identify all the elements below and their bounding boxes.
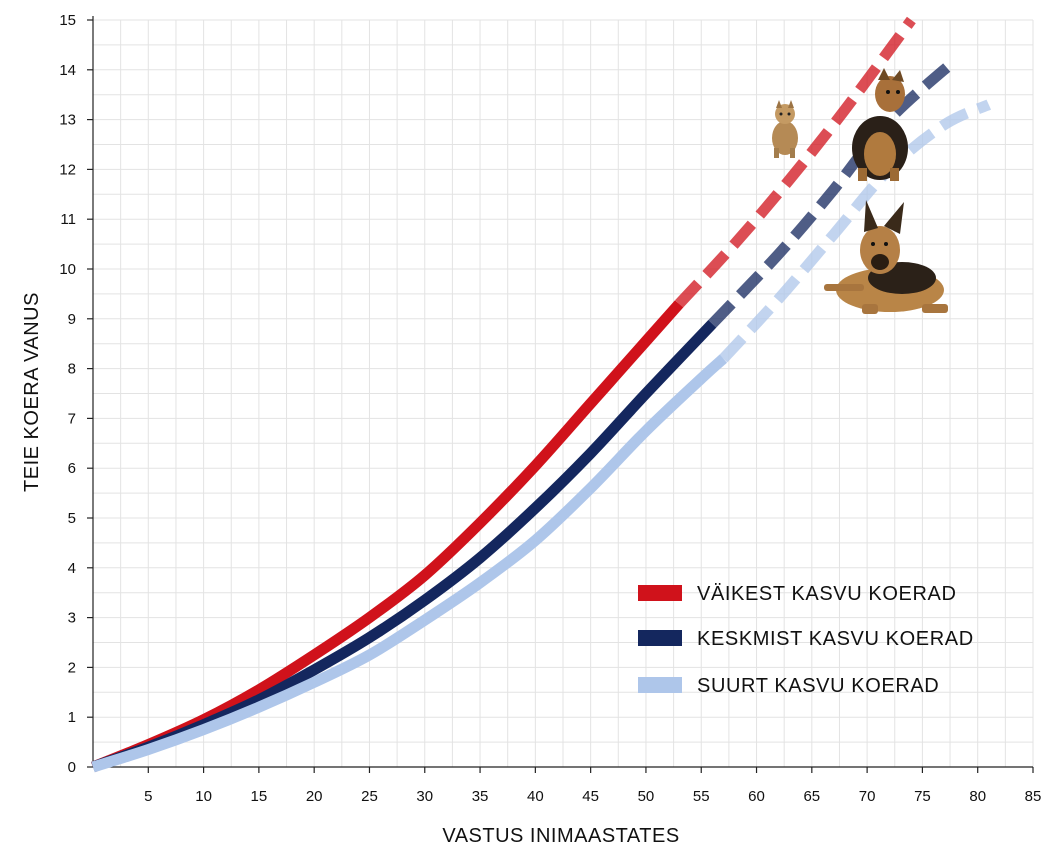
legend-label-medium: KESKMIST KASVU KOERAD: [697, 628, 974, 650]
legend-label-large: SUURT KASVU KOERAD: [697, 675, 939, 697]
legend-swatch-medium: [638, 630, 682, 646]
legend: VÄIKEST KASVU KOERAD KESKMIST KASVU KOER…: [638, 583, 974, 697]
x-tick-label: 40: [527, 788, 544, 805]
y-tick-label: 1: [68, 709, 76, 726]
series-line-dashed-medium: [708, 55, 960, 328]
y-tick-label: 12: [59, 161, 76, 178]
series-line-dashed-small: [675, 16, 916, 308]
x-tick-label: 60: [748, 788, 765, 805]
series-medium: [91, 55, 960, 773]
legend-label-small: VÄIKEST KASVU KOERAD: [697, 583, 957, 605]
x-tick-label: 80: [969, 788, 986, 805]
y-axis-title: TEIE KOERA VANUS: [21, 292, 43, 492]
y-tick-label: 14: [59, 62, 76, 79]
series-line-solid-large: [91, 354, 728, 773]
x-tick-label: 75: [914, 788, 931, 805]
x-tick-label: 30: [416, 788, 433, 805]
x-tick-label: 5: [144, 788, 152, 805]
y-tick-label: 6: [68, 460, 76, 477]
axes: [87, 16, 1034, 773]
x-tick-label: 70: [859, 788, 876, 805]
y-tick-label: 2: [68, 659, 76, 676]
x-tick-label: 65: [803, 788, 820, 805]
series-line-dashed-large: [719, 99, 992, 363]
x-tick-label: 50: [638, 788, 655, 805]
series-line-solid-small: [90, 300, 684, 773]
y-tick-label: 4: [68, 560, 76, 577]
legend-swatch-small: [638, 585, 682, 601]
x-axis-title: VASTUS INIMAASTATES: [442, 825, 679, 846]
legend-item-small: VÄIKEST KASVU KOERAD: [638, 583, 957, 605]
medium-dog-icon: [852, 68, 908, 181]
y-tick-label: 3: [68, 610, 76, 627]
series-line-solid-medium: [91, 319, 717, 773]
legend-item-medium: KESKMIST KASVU KOERAD: [638, 628, 974, 650]
small-dog-icon: [772, 100, 798, 158]
y-tick-label: 7: [68, 410, 76, 427]
large-dog-icon: [824, 200, 948, 314]
x-tick-label: 20: [306, 788, 323, 805]
series-lines: [90, 16, 992, 773]
x-tick-labels: 5 10 15 20 25 30 35 40 45 50 55 60 65 70 75 80 85: [144, 788, 1041, 805]
y-tick-label: 0: [68, 759, 76, 776]
y-tick-label: 8: [68, 361, 76, 378]
x-tick-label: 10: [195, 788, 212, 805]
series-large: [91, 99, 992, 773]
x-tick-label: 25: [361, 788, 378, 805]
y-tick-label: 11: [60, 211, 76, 228]
x-tick-label: 85: [1025, 788, 1042, 805]
grid: [92, 19, 1034, 768]
legend-swatch-large: [638, 677, 682, 693]
x-tick-label: 55: [693, 788, 710, 805]
x-tick-label: 35: [472, 788, 489, 805]
y-tick-label: 5: [68, 510, 76, 527]
y-tick-label: 15: [59, 12, 76, 29]
x-tick-label: 15: [251, 788, 268, 805]
y-tick-label: 10: [59, 261, 76, 278]
x-tick-label: 45: [582, 788, 599, 805]
y-tick-label: 13: [59, 112, 76, 129]
legend-item-large: SUURT KASVU KOERAD: [638, 675, 939, 697]
y-tick-label: 9: [68, 311, 76, 328]
